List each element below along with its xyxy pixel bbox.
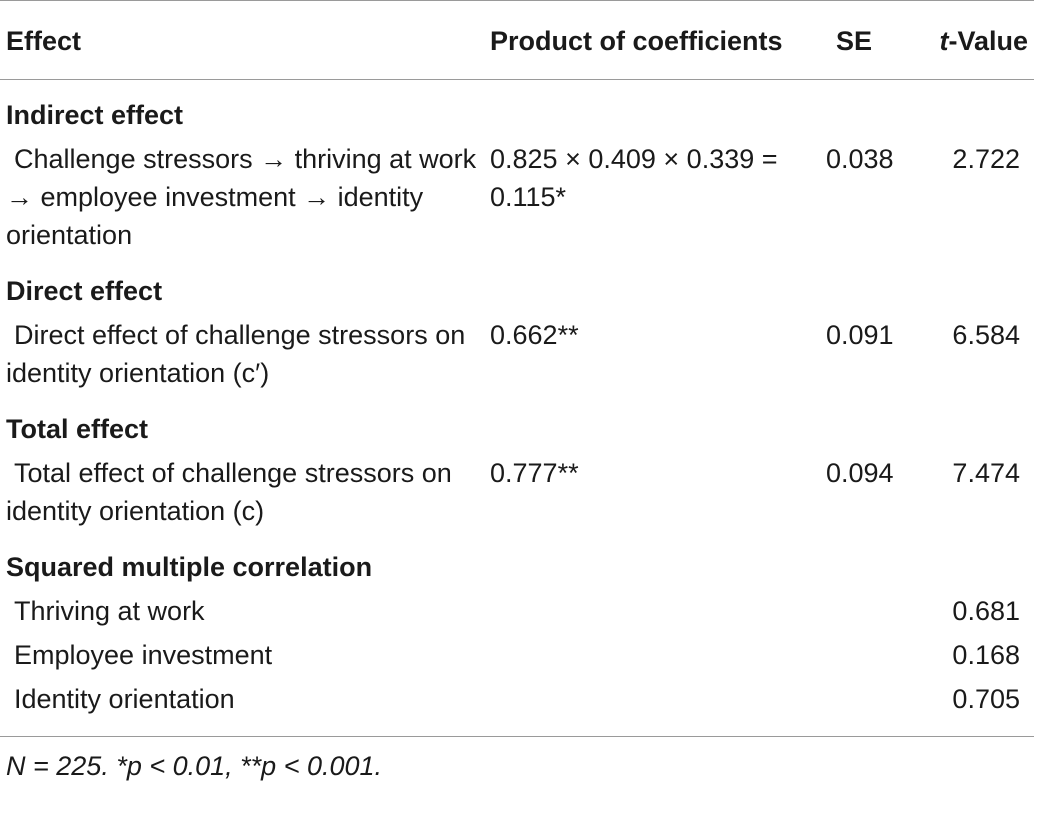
row-t-value: 0.168	[952, 640, 1020, 670]
table-row: Employee investment 0.168	[0, 632, 1034, 676]
header-row: Effect Product of coefficients SE t-Valu…	[0, 0, 1034, 80]
row-label: Employee investment	[14, 640, 273, 670]
table-row: Identity orientation 0.705	[0, 676, 1034, 737]
row-se: 0.038	[826, 144, 894, 174]
results-table-container: Effect Product of coefficients SE t-Valu…	[0, 0, 1034, 781]
header-t-rest: -Value	[948, 26, 1028, 56]
row-product: 0.777**	[490, 458, 579, 488]
row-product: 0.825 × 0.409 × 0.339 = 0.115*	[490, 144, 778, 212]
table-body: Indirect effect Challenge stressors → th…	[0, 80, 1034, 737]
row-t-value: 0.705	[952, 684, 1020, 714]
row-label: Total effect of challenge stressors on i…	[6, 458, 452, 526]
row-product: 0.662**	[490, 320, 579, 350]
section-title: Direct effect	[6, 276, 163, 306]
section-row-squared-multiple-correlation: Squared multiple correlation	[0, 532, 1034, 588]
row-t-value: 2.722	[952, 144, 1020, 174]
section-row-indirect: Indirect effect	[0, 80, 1034, 137]
row-product	[484, 676, 820, 737]
header-t-value: t-Value	[920, 1, 1034, 80]
section-row-direct: Direct effect	[0, 256, 1034, 312]
row-label: Challenge stressors → thriving at work →…	[6, 144, 477, 250]
row-label: Direct effect of challenge stressors on …	[6, 320, 466, 388]
table-header: Effect Product of coefficients SE t-Valu…	[0, 0, 1034, 80]
header-product-of-coefficients: Product of coefficients	[490, 26, 783, 56]
header-effect: Effect	[6, 26, 82, 56]
header-t-italic: t	[939, 26, 949, 56]
row-label: Identity orientation	[14, 684, 235, 714]
row-product	[484, 632, 820, 676]
table-row: Thriving at work 0.681	[0, 588, 1034, 632]
row-se: 0.094	[826, 458, 894, 488]
row-label: Thriving at work	[14, 596, 205, 626]
mediation-results-table: Effect Product of coefficients SE t-Valu…	[0, 0, 1034, 737]
header-se: SE	[836, 26, 873, 56]
section-row-total: Total effect	[0, 394, 1034, 450]
table-row: Direct effect of challenge stressors on …	[0, 312, 1034, 394]
section-title: Indirect effect	[6, 100, 184, 130]
table-footnote: N = 225. *p < 0.01, **p < 0.001.	[6, 751, 383, 781]
row-se	[820, 632, 920, 676]
section-title: Total effect	[6, 414, 149, 444]
row-se: 0.091	[826, 320, 894, 350]
table-row: Challenge stressors → thriving at work →…	[0, 136, 1034, 256]
row-t-value: 6.584	[952, 320, 1020, 350]
table-row: Total effect of challenge stressors on i…	[0, 450, 1034, 532]
row-t-value: 0.681	[952, 596, 1020, 626]
row-product	[484, 588, 820, 632]
row-se	[820, 588, 920, 632]
section-title: Squared multiple correlation	[6, 552, 373, 582]
row-t-value: 7.474	[952, 458, 1020, 488]
row-se	[820, 676, 920, 737]
